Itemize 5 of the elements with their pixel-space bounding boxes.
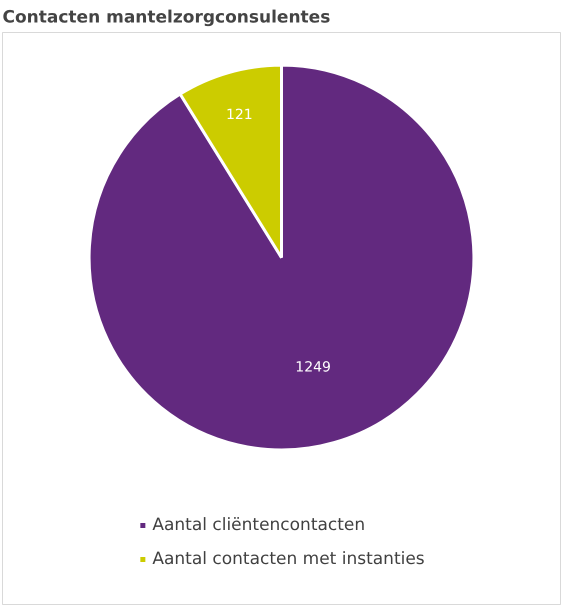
chart-title: Contacten mantelzorgconsulentes [2, 8, 330, 28]
legend-label: Aantal contacten met instanties [152, 549, 425, 569]
data-label: 121 [226, 106, 253, 123]
legend-label: Aantal cliëntencontacten [152, 515, 366, 535]
data-label: 1249 [295, 359, 331, 376]
